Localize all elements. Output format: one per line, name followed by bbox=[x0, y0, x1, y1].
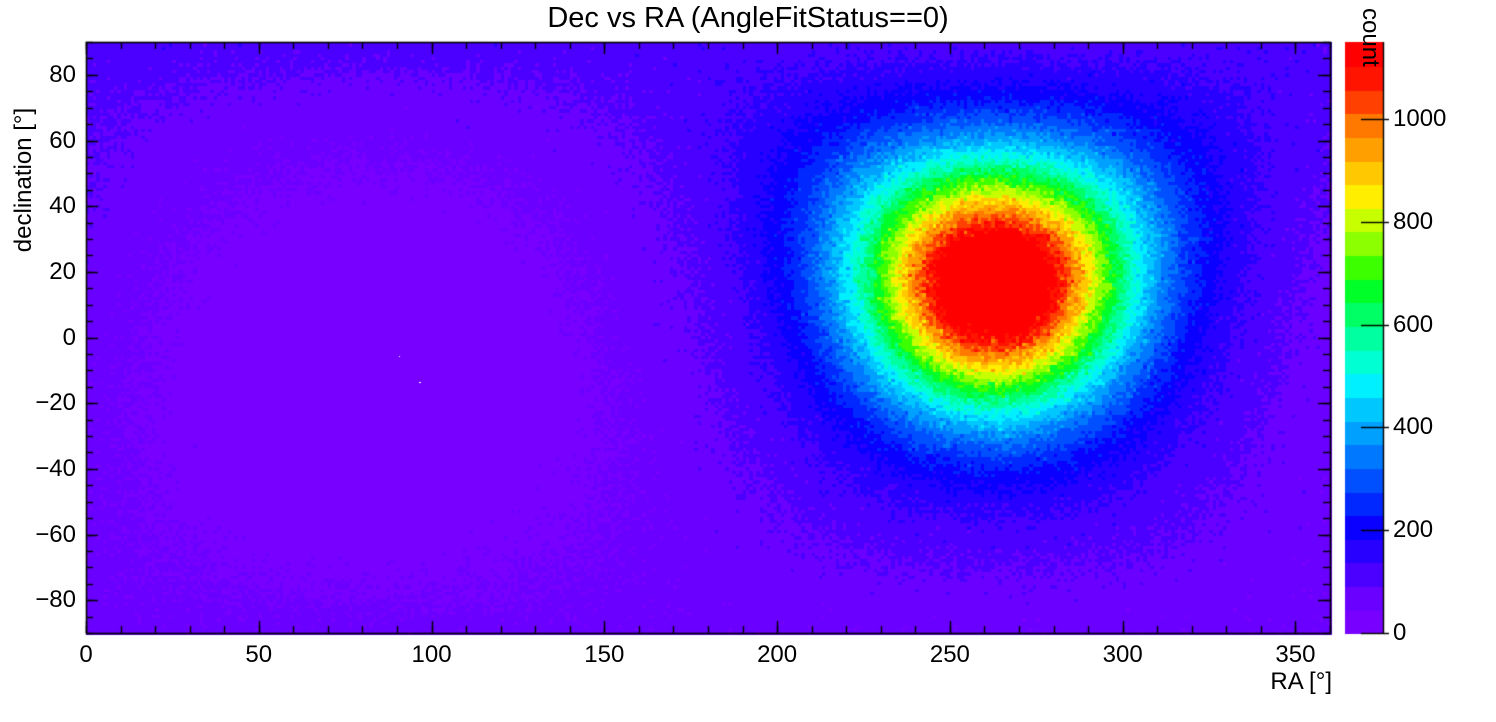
z-tick-label: 800 bbox=[1393, 207, 1434, 235]
z-tick-label: 600 bbox=[1393, 310, 1434, 338]
z-tick-label: 0 bbox=[1393, 619, 1407, 646]
x-tick-label: 150 bbox=[584, 641, 625, 668]
y-tick-label: −80 bbox=[35, 586, 76, 614]
z-tick-label: 400 bbox=[1393, 413, 1434, 441]
y-axis-title: declination [°] bbox=[10, 107, 37, 253]
y-tick-label: −20 bbox=[35, 389, 76, 417]
y-tick-label: −60 bbox=[35, 520, 76, 548]
x-tick-label: 0 bbox=[79, 641, 93, 668]
x-tick-label: 350 bbox=[1275, 641, 1316, 668]
x-tick-label: 250 bbox=[929, 641, 970, 668]
y-tick-label: −40 bbox=[35, 454, 76, 482]
y-tick-label: 40 bbox=[49, 192, 76, 220]
x-axis-title: RA [°] bbox=[1270, 668, 1332, 695]
x-tick-label: 100 bbox=[411, 641, 452, 668]
z-tick-label: 200 bbox=[1393, 516, 1434, 544]
x-tick-label: 200 bbox=[757, 641, 798, 668]
x-tick-label: 300 bbox=[1102, 641, 1143, 668]
z-axis-title: count bbox=[1357, 8, 1384, 67]
page-title: Dec vs RA (AngleFitStatus==0) bbox=[547, 2, 949, 34]
y-tick-label: 60 bbox=[49, 126, 76, 154]
y-tick-label: 0 bbox=[62, 323, 76, 351]
x-tick-label: 50 bbox=[245, 641, 273, 668]
y-tick-label: 20 bbox=[49, 257, 76, 285]
y-tick-label: 80 bbox=[49, 60, 76, 88]
z-tick-label: 1000 bbox=[1393, 105, 1447, 133]
